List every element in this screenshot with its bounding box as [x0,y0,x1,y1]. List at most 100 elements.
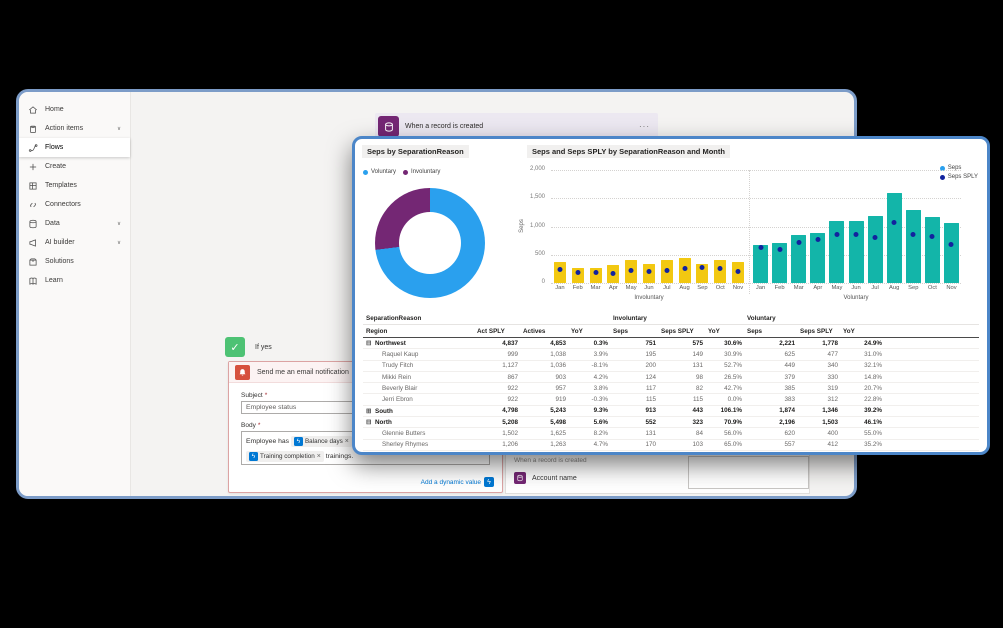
seps-sply-dot[interactable] [699,264,705,270]
table-row-raquel-kaup[interactable]: Raquel Kaup 999 1,038 3.9% 195 149 30.9% 625 477… [363,349,979,361]
seps-sply-dot[interactable] [593,270,599,276]
bar-involuntary-sep[interactable] [696,263,709,283]
seps-sply-dot[interactable] [575,270,581,276]
bar-voluntary-sep[interactable] [905,210,921,283]
sidebar-item-solutions[interactable]: Solutions [19,252,130,271]
x-axis-tick: Jul [871,285,879,291]
legend-item-seps-sply[interactable]: Seps SPLY [939,174,978,180]
seps-sply-dot[interactable] [872,234,878,240]
x-axis-tick: Oct [927,285,937,291]
bar-slot: Sep [904,170,923,291]
table-row-sherley-rhymes[interactable]: Sherley Rhymes 1,206 1,263 4.7% 170 103 65.0% 5… [363,440,979,451]
sidebar-item-flows[interactable]: Flows [19,138,130,157]
bar-slot: Feb [770,170,789,291]
legend-item-voluntary[interactable]: Voluntary [363,169,396,175]
sidebar-item-action-items[interactable]: Action items ∨ [19,119,130,138]
trigger-card[interactable]: When a record is created ··· [375,113,658,140]
legend-dot [939,174,945,180]
bar-voluntary-jun[interactable] [848,220,864,283]
table-row-trudy-fitch[interactable]: Trudy Fitch 1,127 1,036 -8.1% 200 131 52.7% 449… [363,361,979,372]
legend-item-involuntary[interactable]: Involuntary [403,169,440,175]
bar-voluntary-aug[interactable] [886,192,902,283]
donut-chart[interactable] [375,188,485,298]
seps-sply-dot[interactable] [948,242,954,248]
seps-sply-dot[interactable] [628,268,634,274]
x-axis-tick: Apr [608,285,618,291]
dynamic-search-box[interactable] [688,456,809,489]
table-row-north[interactable]: ⊟ North 5,208 5,498 5.6% 552 323 70.9% 2,196 1,50… [363,417,979,429]
sidebar-item-learn[interactable]: Learn [19,271,130,290]
x-axis-tick: Jun [644,285,654,291]
bar-voluntary-may[interactable] [829,221,845,283]
remove-chip-icon[interactable]: × [344,437,349,445]
legend-dot [939,165,945,171]
seps-sply-dot[interactable] [664,267,670,273]
seps-sply-dot[interactable] [610,271,616,277]
collapse-toggle-icon[interactable]: ⊟ [366,419,372,427]
condition-if-yes[interactable]: ✓ If yes [225,337,272,357]
bar-voluntary-jul[interactable] [867,215,883,283]
sidebar-item-create[interactable]: Create [19,157,130,176]
seps-sply-dot[interactable] [682,265,688,271]
sidebar-item-home[interactable]: Home [19,100,130,119]
bar-voluntary-jan[interactable] [753,244,769,283]
bar-involuntary-jan[interactable] [553,262,566,283]
row-label: Sherley Rhymes [382,441,429,449]
seps-sply-dot[interactable] [834,231,840,237]
seps-sply-dot[interactable] [910,232,916,238]
bar-chart-plot: Jan Feb Mar Apr May Jun Jul Aug Sep Oct Nov Jan Feb M… [551,170,961,291]
table-row-south[interactable]: ⊞ South 4,798 5,243 9.3% 913 443 106.1% 1,874 1,3… [363,406,979,418]
dynamic-chip-balance-days[interactable]: ϟ Balance days × [290,435,352,447]
sidebar-item-data[interactable]: Data ∨ [19,214,130,233]
y-axis-tick: 0 [541,279,545,285]
seps-sply-dot[interactable] [717,266,723,272]
required-asterisk: * [264,392,268,399]
bar-voluntary-oct[interactable] [924,217,940,283]
seps-sply-dot[interactable] [557,266,563,272]
seps-sply-dot[interactable] [929,233,935,239]
bar-voluntary-nov[interactable] [943,222,959,283]
x-axis-tick: Sep [908,285,919,291]
row-label: Jerri Ebron [382,396,413,404]
table-row-jerri-ebron[interactable]: Jerri Ebron 922 919 -0.3% 115 115 0.0% 383 312 22… [363,394,979,406]
solutions-icon [28,257,38,267]
x-axis-tick: Apr [813,285,823,291]
bar-involuntary-mar[interactable] [589,268,602,283]
seps-sply-dot[interactable] [646,268,652,274]
bar-involuntary-aug[interactable] [678,258,691,283]
seps-sply-dot[interactable] [758,245,764,251]
seps-sply-dot[interactable] [891,220,897,226]
bar-slot: Aug [885,170,904,291]
table-row-glennie-butters[interactable]: Glennie Butters 1,502 1,625 8.2% 131 84 56.0% 6… [363,428,979,440]
y-axis-tick: 2,000 [529,166,545,172]
dynamic-chip-training-completion[interactable]: ϟ Training completion × [246,450,324,462]
dynamic-item-account-name[interactable]: Account name [514,472,577,484]
bar-slot: Jan [751,170,770,291]
seps-sply-dot[interactable] [735,268,741,274]
bar-slot: Sep [694,170,712,291]
seps-sply-dot[interactable] [796,239,802,245]
table-row-northwest[interactable]: ⊟ Northwest 4,837 4,853 0.3% 751 575 30.6% 2,221… [363,338,979,350]
chevron-down-icon: ∨ [116,239,121,246]
seps-sply-dot[interactable] [777,246,783,252]
sidebar-item-connectors[interactable]: Connectors [19,195,130,214]
gridline [551,170,961,171]
collapse-toggle-icon[interactable]: ⊟ [366,340,372,348]
expand-toggle-icon[interactable]: ⊞ [366,407,372,415]
sidebar-item-templates[interactable]: Templates [19,176,130,195]
legend-item-seps[interactable]: Seps [939,165,961,171]
trigger-menu-button[interactable]: ··· [639,122,650,131]
remove-chip-icon[interactable]: × [316,452,321,460]
table-row-mikki-rein[interactable]: Mikki Rein 867 903 4.2% 124 98 26.5% 379 330 14.8… [363,372,979,384]
seps-sply-dot[interactable] [853,232,859,238]
table-row-beverly-blair[interactable]: Beverly Blair 922 957 3.8% 117 82 42.7% 385 319 2… [363,383,979,395]
add-dynamic-value-link[interactable]: Add a dynamic value ϟ [421,477,494,487]
bar-involuntary-oct[interactable] [714,260,727,283]
bar-voluntary-feb[interactable] [772,243,788,283]
bar-slot: Mar [789,170,808,291]
bar-involuntary-feb[interactable] [571,268,584,283]
sidebar-item-ai-builder[interactable]: AI builder ∨ [19,233,130,252]
bar-voluntary-mar[interactable] [791,234,807,283]
bar-voluntary-apr[interactable] [810,233,826,283]
seps-sply-dot[interactable] [815,237,821,243]
